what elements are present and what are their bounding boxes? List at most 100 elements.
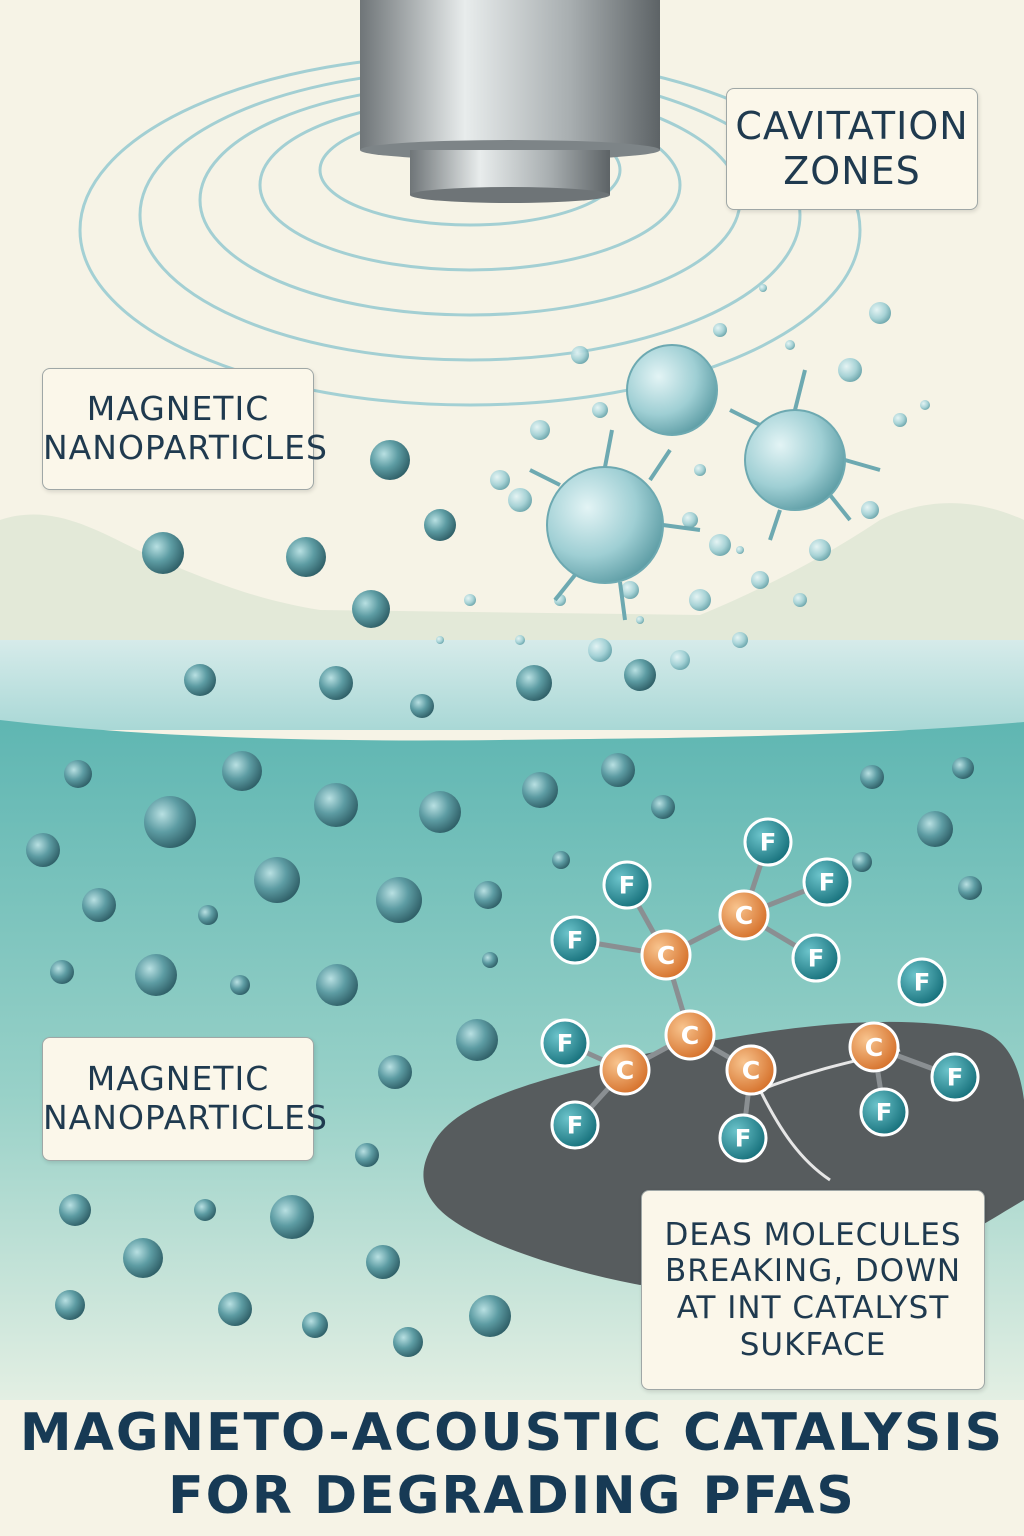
cavitation-bubble — [682, 512, 698, 528]
fluorine-atom — [718, 1113, 768, 1163]
transducer — [360, 0, 660, 203]
carbon-symbol: C — [865, 1033, 884, 1062]
fluorine-symbol: F — [760, 829, 777, 857]
nanoparticle — [355, 1143, 379, 1167]
fluorine-atom — [802, 857, 852, 907]
nanoparticle — [319, 666, 353, 700]
label-line: SUKFACE — [739, 1326, 887, 1363]
fluorine-atom — [743, 817, 793, 867]
nanoparticle — [26, 833, 60, 867]
fluorine-symbol: F — [947, 1064, 964, 1092]
cavitation-bubble — [588, 638, 612, 662]
carbon-symbol: C — [657, 941, 676, 970]
nanoparticle — [352, 590, 390, 628]
cavitation-bubble — [869, 302, 891, 324]
carbon-atom — [640, 929, 692, 981]
nanoparticle — [286, 537, 326, 577]
nanoparticle — [123, 1238, 163, 1278]
imploding-bubble — [529, 429, 701, 621]
label-line: CAVITATION — [735, 104, 969, 149]
water-surface — [0, 640, 1024, 730]
nanoparticle — [860, 765, 884, 789]
carbon-atom — [718, 889, 770, 941]
nanoparticle — [314, 783, 358, 827]
cavitation-bubble — [713, 323, 727, 337]
carbon-symbol: C — [616, 1056, 635, 1085]
nanoparticle — [601, 753, 635, 787]
cavitation-bubble — [592, 402, 608, 418]
fluorine-symbol: F — [819, 869, 836, 897]
nanoparticle — [144, 796, 196, 848]
fluorine-symbol: F — [808, 945, 825, 973]
label-line: AT INT CATALYST — [676, 1290, 950, 1326]
bubble — [626, 344, 718, 436]
cavitation-bubble — [759, 284, 767, 292]
nanoparticle — [218, 1292, 252, 1326]
cavitation-bubble — [920, 400, 930, 410]
nanoparticle — [55, 1290, 85, 1320]
nanoparticle — [393, 1327, 423, 1357]
nanoparticle — [184, 664, 216, 696]
nanoparticle — [316, 964, 358, 1006]
cavitation-bubble — [436, 636, 444, 644]
fluorine-atom — [897, 957, 947, 1007]
nanoparticle — [370, 440, 410, 480]
fluorine-symbol: F — [876, 1099, 893, 1127]
cavitation-bubble — [709, 534, 731, 556]
cavitation-bubble — [530, 420, 550, 440]
cavitation-bubble — [751, 571, 769, 589]
label-line: ZONES — [783, 149, 921, 193]
nanoparticle — [419, 791, 461, 833]
nanoparticle — [135, 954, 177, 996]
carbon-symbol: C — [735, 901, 754, 930]
label-line: MAGNETIC — [86, 389, 270, 429]
carbon-atom — [664, 1009, 716, 1061]
nanoparticle — [456, 1019, 498, 1061]
fluorine-atom — [930, 1052, 980, 1102]
fluorine-atom — [550, 915, 600, 965]
nanoparticle — [474, 881, 502, 909]
label-line: NANOPARTICLES — [43, 428, 328, 467]
nanoparticle — [516, 665, 552, 701]
cavitation-bubble — [694, 464, 706, 476]
nanoparticle — [198, 905, 218, 925]
nanoparticle — [852, 852, 872, 872]
nanoparticle — [469, 1295, 511, 1337]
cavitation-bubble — [793, 593, 807, 607]
label-line: MAGNETIC — [86, 1059, 270, 1099]
nanoparticle — [59, 1194, 91, 1226]
nanoparticle — [50, 960, 74, 984]
cavitation-bubble — [490, 470, 510, 490]
cavitation-bubble — [670, 650, 690, 670]
pfas-breakdown-label: DEAS MOLECULES BREAKING, DOWN AT INT CAT… — [641, 1190, 985, 1390]
nanoparticle — [917, 811, 953, 847]
nanoparticle — [230, 975, 250, 995]
cavitation-bubbles — [436, 284, 930, 670]
nanoparticle — [82, 888, 116, 922]
nanoparticle — [482, 952, 498, 968]
nanoparticle — [424, 509, 456, 541]
nanoparticle — [254, 857, 300, 903]
label-line: BREAKING, DOWN — [664, 1253, 962, 1290]
cavitation-bubble — [636, 616, 644, 624]
nanoparticles — [26, 440, 982, 1357]
pfas-molecule: C C C C C C F F F F F F F F F F F — [540, 817, 980, 1163]
nanoparticle — [958, 876, 982, 900]
carbon-symbol: C — [742, 1056, 761, 1085]
fluorine-symbol: F — [567, 1112, 584, 1140]
fluorine-symbol: F — [619, 872, 636, 900]
carbon-atom — [848, 1021, 900, 1073]
nanoparticle — [651, 795, 675, 819]
nanoparticle — [194, 1199, 216, 1221]
cavitation-bubble — [861, 501, 879, 519]
nanoparticle — [522, 772, 558, 808]
cavitation-bubble — [893, 413, 907, 427]
nanoparticle — [142, 532, 184, 574]
cavitation-bubble — [621, 581, 639, 599]
cavitation-bubble — [571, 346, 589, 364]
nanoparticle — [624, 659, 656, 691]
label-line: DEAS MOLECULES — [664, 1216, 962, 1253]
label-line: NANOPARTICLES — [43, 1098, 328, 1137]
magnetic-nanoparticles-label-bottom: MAGNETIC NANOPARTICLES — [42, 1037, 328, 1161]
nanoparticle — [376, 877, 422, 923]
